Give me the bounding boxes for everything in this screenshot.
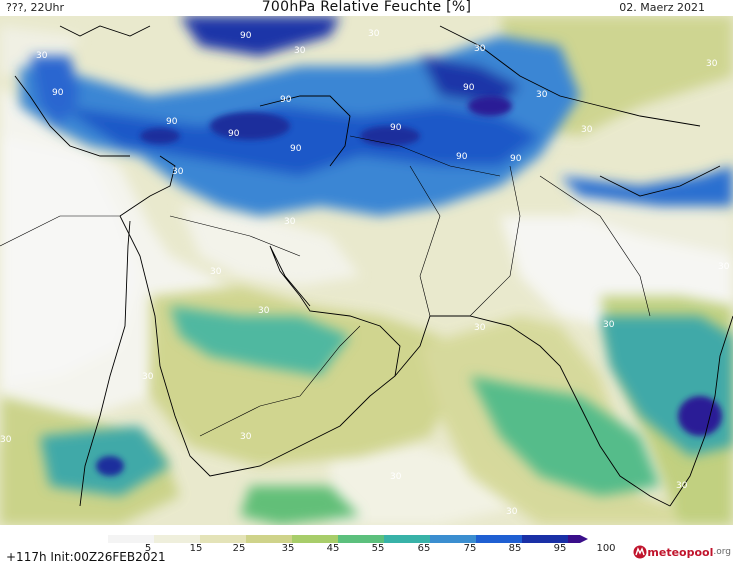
contour-label-30: 30 <box>368 29 380 39</box>
contour-label-30: 30 <box>294 46 306 56</box>
contour-label-30: 30 <box>706 59 718 69</box>
humidity-colorbar: 5 15 25 35 45 55 65 75 85 95 100 <box>108 529 616 554</box>
contour-label-30: 30 <box>581 125 593 135</box>
colorbar-swatch <box>522 535 568 543</box>
contour-label-30: 30 <box>390 472 402 482</box>
colorbar-swatch <box>430 535 476 543</box>
contour-label-30: 30 <box>36 51 48 61</box>
contour-label: 90 <box>456 152 468 162</box>
colorbar-tick-label: 55 <box>371 543 385 554</box>
colorbar-tick-label: 45 <box>326 543 340 554</box>
contour-label: 90 <box>280 95 292 105</box>
contour-label: 90 <box>290 144 302 154</box>
contour-label-30: 30 <box>142 372 154 382</box>
colorbar-tick-label: 25 <box>232 543 246 554</box>
logo-name: meteopool <box>647 545 714 559</box>
contour-label-30: 30 <box>506 507 518 517</box>
contour-label-30: 30 <box>0 435 12 445</box>
logo-icon <box>633 545 647 559</box>
colorbar-tick-label: 75 <box>463 543 477 554</box>
contour-label-30: 30 <box>240 432 252 442</box>
contour-label-30: 30 <box>676 481 688 491</box>
colorbar-tick-label: 35 <box>281 543 295 554</box>
high-humidity-band <box>20 16 733 216</box>
valid-date-label: 02. Maerz 2021 <box>619 1 705 14</box>
contour-label: 90 <box>390 123 402 133</box>
colorbar-swatch <box>568 535 580 543</box>
map-header: ???, 22Uhr 700hPa Relative Feuchte [%] 0… <box>0 0 733 16</box>
contour-label: 90 <box>463 83 475 93</box>
contour-label-30: 30 <box>284 217 296 227</box>
contour-label: 90 <box>166 117 178 127</box>
meteopool-logo: meteopool .org <box>633 545 731 559</box>
colorbar-swatch <box>338 535 384 543</box>
colorbar-tick-label: 15 <box>189 543 203 554</box>
contour-label-30: 30 <box>474 44 486 54</box>
map-title: 700hPa Relative Feuchte [%] <box>261 0 472 15</box>
contour-labels-30: 30 30 30 30 30 30 30 30 30 30 30 30 30 3… <box>0 29 730 517</box>
colorbar-swatch <box>200 535 246 543</box>
contour-labels: 90 90 90 90 90 90 90 90 90 90 <box>52 31 522 164</box>
contour-label-30: 30 <box>172 167 184 177</box>
colorbar-swatch <box>246 535 292 543</box>
colorbar-tick-label: 85 <box>508 543 522 554</box>
colorbar-tick-label: 65 <box>417 543 431 554</box>
model-run-info: +117h Init:00Z26FEB2021 <box>6 550 166 564</box>
contour-label-30: 30 <box>718 262 730 272</box>
colorbar-tick-label: 100 <box>596 543 616 554</box>
colorbar-tick-label: 95 <box>553 543 567 554</box>
contour-label: 90 <box>228 129 240 139</box>
colorbar-swatch <box>292 535 338 543</box>
contour-label-30: 30 <box>536 90 548 100</box>
colorbar-swatches <box>108 535 588 543</box>
borders <box>0 135 651 437</box>
colorbar-swatch <box>384 535 430 543</box>
valid-time-label: ???, 22Uhr <box>6 1 65 14</box>
colorbar-swatch <box>154 535 200 543</box>
contour-label: 90 <box>240 31 252 41</box>
coastlines <box>14 25 733 507</box>
map-footer: 5 15 25 35 45 55 65 75 85 95 100 +117h Init:00Z26F… <box>0 525 733 566</box>
contour-label-30: 30 <box>474 323 486 333</box>
humidity-map: 90 90 90 90 90 90 90 90 90 90 30 30 30 3… <box>0 16 733 525</box>
logo-suffix: .org <box>713 547 731 557</box>
colorbar-swatch <box>476 535 522 543</box>
contour-label: 90 <box>52 88 64 98</box>
contour-label-30: 30 <box>210 267 222 277</box>
colorbar-arrow <box>580 535 588 543</box>
colorbar-swatch <box>108 535 154 543</box>
contour-label-30: 30 <box>603 320 615 330</box>
colorbar-tick-label: 5 <box>144 543 152 554</box>
contour-label-30: 30 <box>258 306 270 316</box>
contour-label: 90 <box>510 154 522 164</box>
